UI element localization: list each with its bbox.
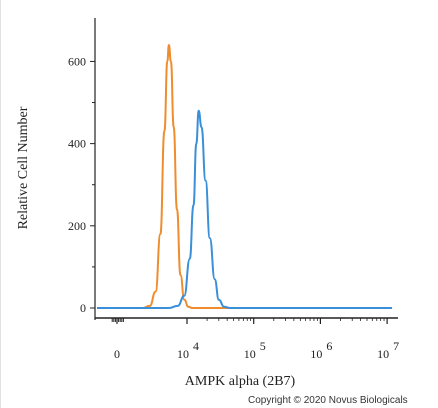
tick-labels: 0 200 400 600 0 10 4 10 5 10 6 10 7 bbox=[68, 54, 399, 361]
y-tick-label: 200 bbox=[68, 219, 86, 233]
x-tick-exponent: 7 bbox=[393, 339, 399, 353]
x-tick-label: 10 bbox=[310, 347, 322, 361]
x-tick-exponent: 5 bbox=[260, 339, 266, 353]
series-layer bbox=[96, 43, 392, 310]
x-tick-label: 10 bbox=[377, 347, 389, 361]
y-tick-label: 0 bbox=[80, 301, 86, 315]
axes bbox=[90, 18, 398, 324]
histogram-series-2 bbox=[96, 109, 392, 310]
x-tick-label: 10 bbox=[244, 347, 256, 361]
x-tick-exponent: 4 bbox=[193, 339, 199, 353]
y-tick-label: 400 bbox=[68, 137, 86, 151]
x-axis-label: AMPK alpha (2B7) bbox=[185, 374, 296, 389]
x-tick-exponent: 6 bbox=[326, 339, 332, 353]
y-tick-label: 600 bbox=[68, 54, 86, 68]
copyright-notice: Copyright © 2020 Novus Biologicals bbox=[248, 395, 408, 406]
x-tick-label: 10 bbox=[177, 347, 189, 361]
histogram-series-1 bbox=[96, 43, 392, 310]
y-axis-label: Relative Cell Number bbox=[16, 106, 31, 229]
x-tick-label: 0 bbox=[114, 347, 120, 361]
